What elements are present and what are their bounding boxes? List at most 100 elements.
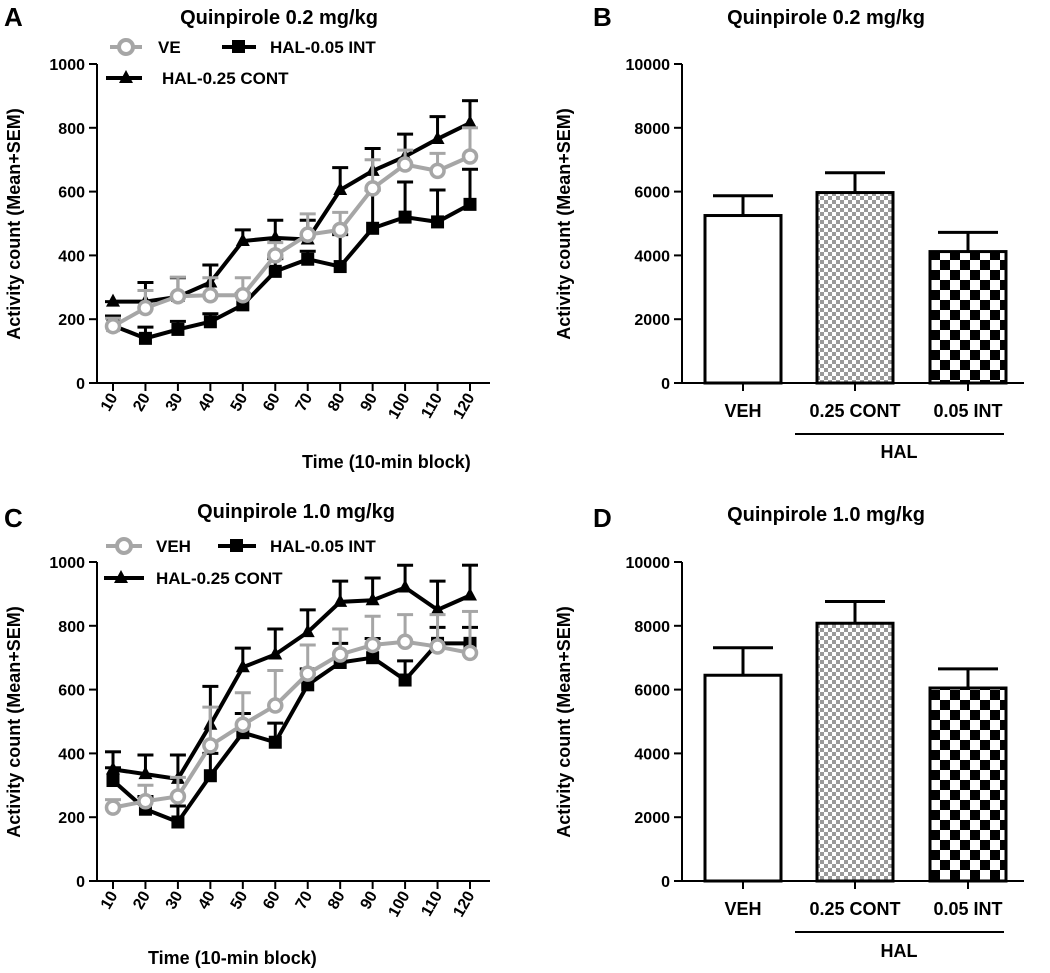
panel-a-series-circle-line: [112, 154, 471, 328]
legend-marker-veh: [115, 537, 133, 555]
panel-c-series-square-point: [366, 651, 380, 665]
panel-b-y-tick-label: 10000: [626, 57, 671, 74]
panel-a-series-circle-point: [202, 287, 219, 304]
panel-c-series-triangle-point: [333, 593, 348, 607]
panel-c-series-circle-point: [202, 737, 219, 754]
panel-c-series-triangle-line: [112, 585, 471, 782]
panel-b-y-tick-label: 6000: [634, 185, 670, 202]
panel-a-series-triangle-line: [113, 121, 471, 304]
panel-c-series-circle-point: [299, 665, 316, 682]
panel-c-x-tick-label: 30: [163, 888, 187, 912]
panel-c-title: Quinpirole 1.0 mg/kg: [197, 501, 395, 523]
legend-text-hal-int: HAL-0.05 INT: [270, 38, 376, 57]
panel-d-category-label: VEH: [724, 899, 761, 919]
panel-c-y-tick-label: 1000: [49, 555, 85, 572]
panel-a-series-triangle-point: [430, 130, 445, 144]
legend-text-hal-cont: HAL-0.25 CONT: [162, 69, 289, 88]
panel-c-legend: VEH HAL-0.05 INT HAL-0.25 CONT: [104, 537, 376, 588]
panel-a-xlabel: Time (10-min block): [302, 452, 471, 472]
legend-marker-hal-cont-c: [114, 570, 128, 583]
panel-c-xlabel: Time (10-min block): [148, 948, 317, 968]
panel-c-series-triangle-point: [235, 659, 250, 673]
panel-a-series-square-point: [203, 315, 217, 329]
panel-c-series-square-point: [301, 678, 315, 692]
panel-letter-d: D: [593, 503, 612, 533]
panel-a-series-circle-point: [104, 317, 122, 335]
panel-c-y-tick-label: 600: [58, 683, 85, 700]
legend-marker-hal-int-c: [230, 539, 243, 552]
panel-c-series-circle-point: [267, 697, 284, 714]
panel-a-ylabel: Activity count (Mean+SEM): [4, 108, 24, 340]
panel-d-y-tick-label: 10000: [626, 555, 671, 572]
panel-b-title: Quinpirole 0.2 mg/kg: [727, 7, 925, 29]
panel-c-series-circle-point: [104, 799, 122, 816]
panel-d-plot: 0 2000 4000 6000 8000 10000 VEH 0.25 CONT 0.05 I…: [626, 555, 1024, 919]
panel-c-x-tick-label: 120: [450, 888, 478, 920]
panel-a-series-triangle-point: [463, 115, 477, 129]
panel-d-y-tick-label: 6000: [634, 683, 670, 700]
panel-a-series-circle-point: [169, 287, 187, 305]
panel-a-series-triangle-point: [106, 293, 120, 307]
panel-c-x-tick-label: 60: [260, 888, 284, 912]
panel-d-title: Quinpirole 1.0 mg/kg: [727, 504, 925, 526]
panel-a-x-tick-label: 80: [325, 390, 349, 414]
panel-c-series-circle-point: [234, 716, 252, 733]
panel-c-series-square-point: [203, 769, 217, 783]
panel-c-y-tick-label: 800: [58, 619, 85, 636]
panel-c-series-triangle-point: [268, 646, 283, 660]
panel-d-bar: [928, 686, 1008, 883]
panel-b-ylabel: Activity count (Mean+SEM): [554, 108, 574, 340]
panel-letter-a: A: [4, 2, 23, 32]
panel-a-series-square-point: [268, 264, 282, 278]
panel-letter-b: B: [593, 2, 612, 32]
panel-a-x-tick-label: 20: [130, 390, 154, 414]
panel-a-series-circle-point: [267, 247, 284, 264]
panel-c-series-square-line: [111, 641, 470, 825]
panel-d-y-tick-label: 8000: [634, 619, 670, 636]
panel-a-y-tick-label: 600: [58, 185, 85, 202]
panel-a-y-tick-label: 800: [58, 121, 85, 138]
panel-c-x-tick-label: 70: [293, 888, 317, 912]
panel-a-series-circle-point: [364, 180, 381, 197]
panel-a-series-triangle-point: [333, 182, 348, 196]
panel-b-category-label: 0.25 CONT: [809, 401, 900, 421]
legend-marker-hal-int: [232, 40, 245, 53]
panel-d-group-label: HAL: [881, 941, 918, 961]
panel-a-x-tick-label: 60: [260, 390, 284, 414]
panel-b-group-label: HAL: [881, 442, 918, 462]
panel-c-series-circle-point: [429, 638, 446, 655]
panel-d-category-label: 0.25 CONT: [809, 899, 900, 919]
panel-a-x-tick-label: 10: [98, 390, 122, 414]
panel-a-series-square-point: [301, 252, 315, 266]
panel-a-series-circle-point: [461, 148, 479, 165]
panel-c-y-tick-label: 200: [58, 810, 85, 827]
panel-a-y-tick-label: 200: [58, 312, 85, 329]
panel-a-series-circle-point: [331, 221, 349, 239]
panel-a-series-circle-point: [299, 226, 316, 243]
panel-c-series-circle-point: [396, 633, 414, 650]
panel-b-y-tick-label: 4000: [634, 248, 670, 265]
panel-b-y-tick-label: 8000: [634, 121, 670, 138]
panel-a-x-tick-label: 50: [228, 390, 252, 414]
panel-c-series-circle-point: [364, 636, 381, 654]
panel-b-y-tick-label: 2000: [634, 312, 670, 329]
legend-text-ve: VE: [158, 38, 181, 57]
panel-d-y-tick-label: 0: [661, 874, 670, 891]
panel-d-bar: [703, 673, 783, 883]
panel-d-bar: [815, 621, 895, 883]
panel-d-ylabel: Activity count (Mean+SEM): [554, 606, 574, 838]
panel-c-x-tick-label: 100: [385, 888, 413, 920]
panel-c-plot: 0 200 400 600 800 1000 10 20 30 40 50 60 70 80 90 100 11…: [49, 555, 490, 920]
panel-d-y-tick-label: 2000: [634, 810, 670, 827]
panel-c-x-tick-label: 110: [418, 888, 446, 919]
panel-a-series-square-line: [112, 202, 471, 341]
panel-b-bar: [703, 214, 783, 385]
panel-b-category-label: VEH: [724, 401, 761, 421]
panel-d-category-label: 0.05 INT: [933, 899, 1002, 919]
panel-a-y-tick-label: 0: [76, 376, 85, 393]
panel-a-series-square-point: [171, 322, 185, 336]
panel-b-plot: 0 2000 4000 6000 8000 10000 VEH 0.25 CONT 0.05 I…: [626, 57, 1024, 421]
panel-c-series-triangle-point: [138, 766, 153, 780]
panel-a-x-tick-label: 70: [293, 390, 317, 414]
